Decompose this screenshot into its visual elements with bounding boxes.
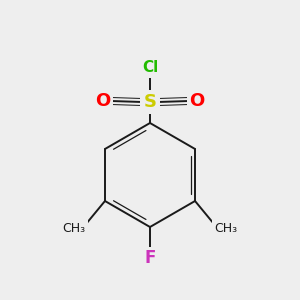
Text: Cl: Cl [142,61,158,76]
Text: CH₃: CH₃ [214,221,238,235]
Text: F: F [144,249,156,267]
Text: CH₃: CH₃ [62,221,86,235]
Text: O: O [95,92,111,110]
Text: O: O [189,92,205,110]
Text: S: S [143,93,157,111]
